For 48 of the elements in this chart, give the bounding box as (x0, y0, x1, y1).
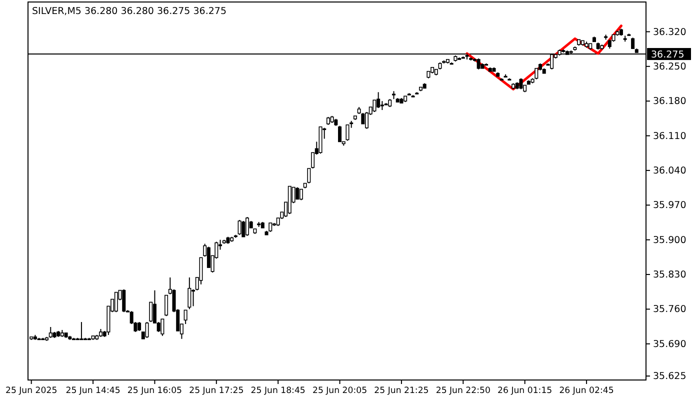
candlestick (338, 125, 342, 142)
candlestick (80, 322, 84, 340)
y-tick-label: 36.320 (653, 26, 686, 38)
x-tick-label: 25 Jun 14:45 (66, 386, 120, 396)
candlestick (48, 326, 52, 338)
x-tick-label: 25 Jun 21:25 (374, 386, 429, 396)
candlestick (372, 100, 376, 112)
candlestick (296, 186, 300, 200)
x-tick-label: 25 Jun 16:05 (127, 386, 182, 396)
candlestick (519, 78, 523, 90)
y-tick-label: 35.830 (653, 270, 686, 281)
candlestick (188, 276, 192, 310)
candlestick (376, 92, 380, 109)
candlestick (307, 168, 311, 184)
candlestick (145, 322, 149, 338)
y-tick-label: 36.250 (653, 61, 686, 72)
x-tick-label: 25 Jun 22:50 (436, 386, 490, 396)
y-tick-label: 35.900 (653, 234, 686, 246)
candlestick (206, 246, 210, 268)
candlestick (242, 220, 246, 238)
y-tick-label: 35.625 (653, 371, 686, 382)
x-tick-label: 26 Jun 02:45 (559, 386, 614, 396)
y-tick-label: 36.180 (653, 96, 686, 108)
y-tick-label: 36.040 (653, 165, 686, 176)
y-tick-label: 36.110 (653, 130, 686, 142)
ref-line-label: 36.275 (651, 50, 684, 61)
candlestick (299, 188, 303, 201)
x-tick-label: 26 Jun 01:15 (498, 386, 552, 396)
chart-title: SILVER,M5 36.280 36.280 36.275 36.275 (32, 6, 226, 17)
y-tick-label: 35.690 (653, 338, 686, 350)
candlestick (238, 219, 242, 236)
candlestick (160, 318, 164, 336)
candlestick (122, 288, 126, 313)
x-tick-label: 25 Jun 2025 (6, 386, 58, 396)
x-tick-label: 25 Jun 20:05 (312, 386, 368, 396)
candlestick (631, 37, 635, 50)
candlestick (164, 294, 168, 317)
candlestick (192, 288, 196, 307)
candlestick (346, 124, 350, 142)
candlestick (114, 292, 118, 313)
y-tick-label: 35.760 (653, 304, 686, 316)
candlestick (534, 68, 538, 80)
x-tick-label: 25 Jun 18:45 (250, 386, 306, 396)
candlestick (246, 216, 250, 236)
candlestick (476, 58, 480, 70)
y-tick-label: 35.970 (653, 200, 686, 212)
x-tick-label: 25 Jun 17:25 (189, 386, 244, 396)
line-series (466, 24, 622, 90)
